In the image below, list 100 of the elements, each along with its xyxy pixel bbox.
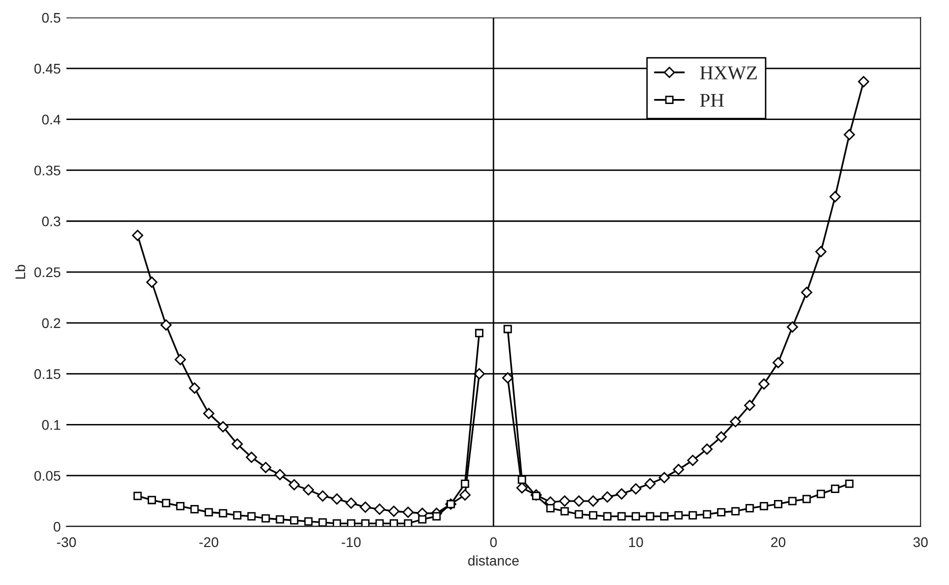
point (672, 464, 684, 476)
point (731, 507, 740, 516)
point (702, 510, 712, 518)
y-axis-title: Lb (15, 264, 26, 279)
point (133, 492, 142, 500)
point (788, 496, 797, 506)
point (233, 511, 242, 520)
y-tick-label: 0.45 (34, 64, 60, 74)
point (801, 286, 812, 298)
point (744, 400, 756, 411)
y-tick-label: 0.5 (42, 12, 60, 23)
point (260, 462, 272, 474)
point (188, 382, 200, 394)
point (716, 431, 727, 443)
point (288, 479, 300, 490)
point (660, 512, 668, 520)
legend-label: PH (700, 94, 724, 107)
point (460, 480, 470, 488)
point (375, 519, 384, 526)
y-tick-label: 0.4 (42, 114, 60, 125)
point (502, 372, 514, 384)
x-tick-label: 10 (629, 537, 644, 548)
point (802, 494, 811, 504)
point (559, 495, 570, 507)
point (560, 507, 569, 516)
point (816, 490, 826, 498)
point (331, 493, 342, 505)
point (546, 504, 555, 512)
point (616, 488, 628, 500)
x-tick-label: -10 (342, 537, 361, 548)
point (346, 497, 357, 509)
point (588, 495, 599, 507)
point (132, 230, 144, 241)
y-tick-label: 0.35 (34, 166, 60, 176)
point (774, 500, 782, 508)
point (516, 482, 528, 494)
point (815, 246, 826, 258)
point (190, 505, 199, 514)
point (844, 129, 855, 140)
x-axis-title: distance (468, 555, 519, 566)
point (574, 510, 584, 518)
point (217, 421, 229, 432)
point (858, 76, 870, 88)
y-tick-label: 0 (54, 522, 60, 532)
y-tick-label: 0.1 (42, 420, 60, 430)
point (786, 321, 798, 333)
point (402, 506, 414, 518)
point (174, 354, 186, 366)
point (148, 496, 156, 504)
point (603, 512, 612, 520)
x-tick-label: 0 (490, 537, 497, 548)
y-tick-label: 0.05 (34, 470, 60, 481)
point (504, 324, 512, 334)
point (573, 495, 584, 507)
point (772, 357, 784, 368)
point (162, 498, 170, 508)
point (232, 438, 243, 450)
point (630, 483, 642, 494)
point (374, 504, 386, 515)
point (632, 512, 640, 520)
point (758, 378, 770, 390)
point (688, 511, 697, 520)
point (687, 454, 698, 466)
point (617, 512, 626, 520)
point (204, 508, 213, 516)
point (274, 468, 286, 480)
point (317, 490, 328, 502)
point (701, 444, 713, 455)
point (360, 502, 371, 513)
x-tick-label: -30 (57, 537, 76, 548)
point (361, 519, 370, 526)
point (830, 484, 840, 494)
point (246, 452, 258, 463)
point (176, 502, 184, 510)
x-tick-label: 30 (913, 537, 928, 548)
point (218, 509, 228, 518)
point (602, 491, 613, 503)
point (290, 516, 298, 525)
point (418, 515, 426, 524)
point (346, 519, 356, 526)
point (644, 478, 656, 490)
point (588, 511, 598, 520)
point (475, 328, 484, 338)
point (532, 492, 540, 500)
point (318, 518, 327, 526)
point (276, 515, 284, 524)
point (518, 476, 526, 484)
point (646, 512, 654, 520)
point (262, 514, 270, 523)
point (746, 504, 754, 512)
y-tick-label: 0.25 (34, 267, 60, 278)
point (730, 416, 742, 428)
point (146, 276, 158, 288)
point (459, 489, 471, 501)
point (830, 191, 841, 202)
point (304, 517, 313, 526)
x-tick-label: -20 (199, 537, 218, 548)
point (845, 480, 854, 488)
y-tick-label: 0.2 (42, 318, 60, 328)
point (674, 511, 683, 520)
